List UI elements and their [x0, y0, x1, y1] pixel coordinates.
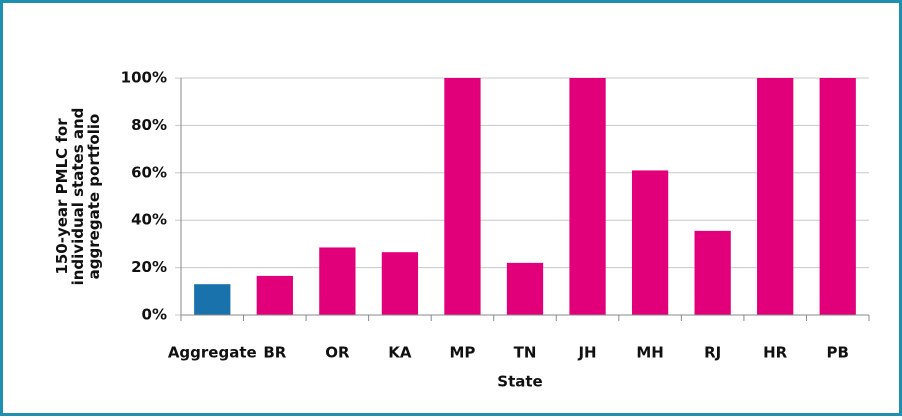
y-tick-label: 60% — [131, 163, 167, 181]
x-axis-label: State — [497, 373, 542, 391]
y-tick-label: 80% — [131, 116, 167, 134]
x-tick-label: PB — [827, 344, 849, 362]
bar — [381, 252, 419, 315]
y-tick-label: 40% — [131, 211, 167, 229]
y-tick-label: 0% — [142, 306, 167, 324]
y-tick-label: 20% — [131, 258, 167, 276]
x-tick-label: RJ — [704, 344, 721, 362]
bar — [319, 247, 356, 315]
x-tick-label: HR — [763, 344, 788, 362]
x-tick-label: BR — [263, 344, 286, 362]
x-tick-label: MH — [636, 344, 663, 362]
bar — [506, 262, 544, 315]
y-axis-label-line: aggregate portfolio — [85, 114, 103, 280]
x-tick-label: Aggregate — [168, 344, 257, 362]
x-tick-label: KA — [388, 344, 412, 362]
y-axis-label-line: 150-year PMLC for — [53, 118, 71, 275]
bar — [569, 78, 606, 315]
bar — [631, 170, 669, 315]
x-tick-label: MP — [449, 344, 475, 362]
x-tick-label: JH — [577, 344, 596, 362]
x-tick-label: TN — [514, 344, 537, 362]
bar — [694, 230, 731, 315]
y-axis-label: 150-year PMLC forindividual states andag… — [53, 108, 103, 286]
bar — [194, 284, 231, 315]
bar — [444, 78, 481, 315]
bar — [819, 78, 856, 315]
x-tick-label: OR — [325, 344, 350, 362]
y-axis-label-line: individual states and — [69, 108, 87, 286]
y-tick-label: 100% — [121, 69, 167, 87]
bar — [757, 78, 794, 315]
bar — [256, 275, 293, 315]
